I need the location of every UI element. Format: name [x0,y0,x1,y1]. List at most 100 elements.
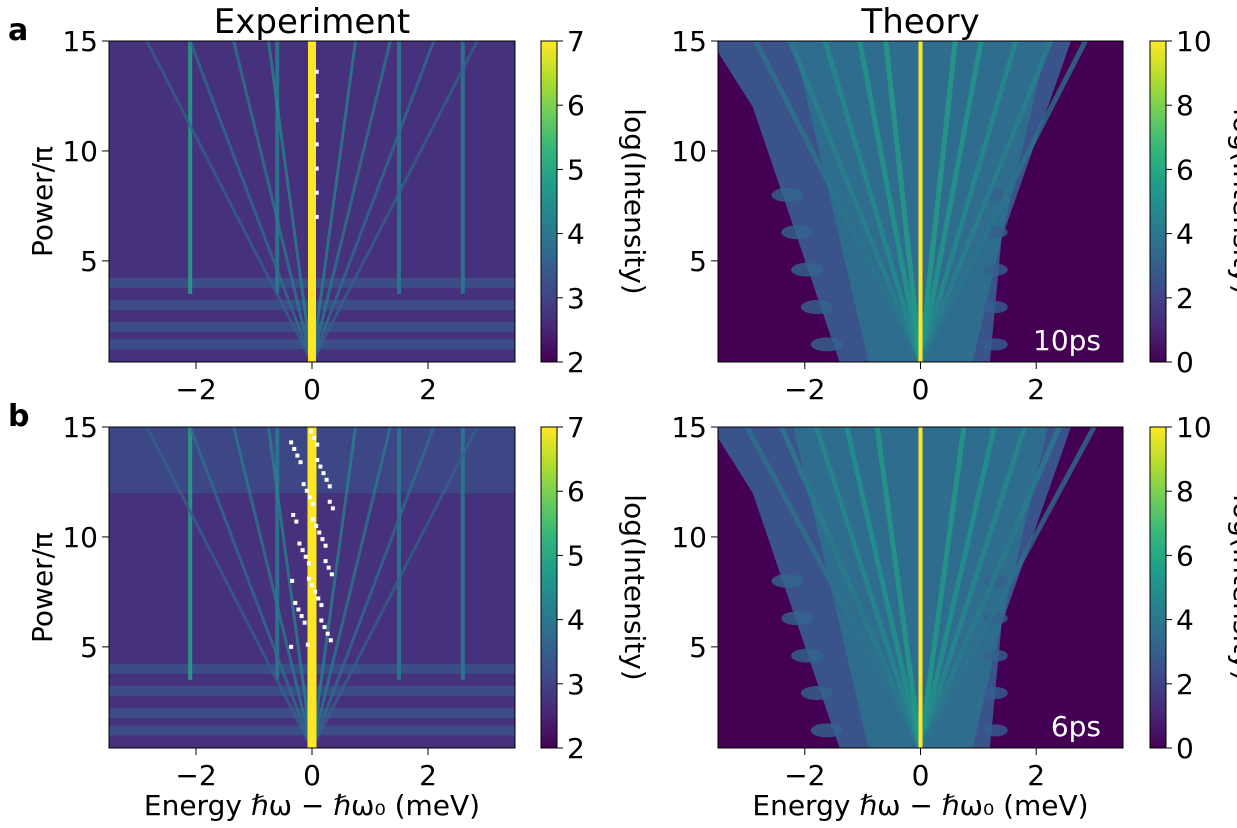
saturation-speckle [315,442,320,447]
colorbar-tick-label: 6 [567,89,585,122]
saturation-speckle [316,596,321,601]
sideband-bump [791,262,824,277]
saturation-speckle [311,501,316,506]
fan-line [310,427,479,748]
chart-a-experiment: −2 0 2 5 10 15 Power/π Experiment 2 3 4 5 6 7 log(Inte… [26,2,651,406]
colorbar-tick-label: 6 [1176,153,1194,186]
colorbar-gradient [540,40,558,363]
chart-a-theory: −2 0 2 5 10 15 Theory 10ps 0 2 4 6 8 10 log(Intensity) [671,2,1237,406]
saturation-speckle [314,118,319,123]
saturation-speckle [330,506,335,511]
fan-line [918,41,958,362]
saturation-speckle [323,543,328,548]
fan-line [267,41,314,362]
x-tick-label: 2 [419,759,437,792]
fan-line [232,427,314,748]
x-tick-label: 2 [1027,373,1045,406]
sideband-bump [983,263,1008,276]
saturation-speckle [329,572,334,577]
heatmap [718,427,1123,748]
y-tick-label: 10 [62,135,98,168]
heatmap [718,41,1123,362]
panel-label-b: b [8,399,29,434]
fan-line [822,41,923,362]
saturation-speckle [305,642,310,647]
sideband-bump [983,724,1008,737]
sideband-bump [791,648,824,663]
colorbar-tick-label: 5 [567,539,585,572]
colorbar-tick-label: 5 [567,153,585,186]
y-tick-label: 15 [671,25,707,58]
colorbar-tick-label: 7 [567,411,585,444]
x-tick-label: 2 [1027,759,1045,792]
saturation-speckle [290,578,295,583]
fan-line [310,41,392,362]
fan-line [788,41,923,362]
saturation-speckle [296,607,301,612]
fan-line [267,427,314,748]
fan-line [883,41,923,362]
colorbar-tick-label: 10 [1176,25,1212,58]
saturation-speckle [312,435,317,440]
fan-line [918,427,1028,748]
colorbar-label: log(Intensity) [618,108,651,294]
fan-line [918,427,997,748]
y-tick-label: 10 [62,521,98,554]
y-axis-label: Power/π [26,146,59,257]
saturation-speckle [327,499,332,504]
saturation-speckle [314,166,319,171]
fan-line [232,41,314,362]
sideband-bump [983,687,1008,700]
colorbar-gradient [540,426,558,749]
y-tick-label: 5 [80,631,98,664]
fan-line [918,41,1053,362]
saturation-speckle [315,457,320,462]
saturation-speckle [306,561,311,566]
sideband-bump [983,649,1008,662]
colorbar-tick-label: 2 [1176,668,1194,701]
fan-line [188,41,314,362]
saturation-speckle [301,482,306,487]
sideband-bump [781,225,814,240]
x-tick-label: 0 [303,759,321,792]
colorbar-tick-label: 8 [1176,475,1194,508]
saturation-speckle [314,214,319,219]
colorbar-label: log(Intensity) [618,494,651,680]
fan-line [188,427,314,748]
y-axis-label: Power/π [26,532,59,643]
fan-line [744,427,923,748]
fan-line [145,41,314,362]
pulse-duration-label: 10ps [1033,324,1101,357]
colorbar-gradient [1149,40,1167,363]
saturation-speckle [307,495,312,500]
x-axis-label: Energy ℏω − ℏω₀ (meV) [752,789,1088,822]
saturation-speckle [293,600,298,605]
saturation-speckle [300,548,305,553]
colorbar-label: log(Intensity) [1227,108,1237,294]
saturation-speckle [314,69,319,74]
y-tick-label: 5 [80,245,98,278]
saturation-speckle [302,620,307,625]
saturation-speckle [304,488,309,493]
plots-layer: −2 0 2 5 10 15 Power/π Experiment 2 3 4 5 6 7 log(Inte… [8,2,1237,822]
colorbar-tick-label: 7 [567,25,585,58]
sideband-bump [771,573,804,588]
saturation-speckle [303,554,308,559]
saturation-speckle [310,583,314,588]
colorbar: 0 2 4 6 8 10 log(Intensity) [1149,411,1237,765]
sideband-bump [983,301,1008,314]
saturation-speckle [322,625,327,630]
saturation-speckle [314,523,319,528]
saturation-speckle [319,618,324,623]
y-tick-label: 5 [689,245,707,278]
x-tick-label: 0 [912,373,930,406]
saturation-speckle [313,589,318,594]
colorbar-tick-label: 3 [567,668,585,701]
colorbar-tick-label: 8 [1176,89,1194,122]
saturation-speckle [308,429,313,434]
saturation-speckle [323,559,328,564]
saturation-speckle [289,644,294,649]
saturation-speckle [295,453,300,458]
colorbar-tick-label: 2 [567,346,585,379]
colorbar-tick-label: 4 [567,604,585,637]
